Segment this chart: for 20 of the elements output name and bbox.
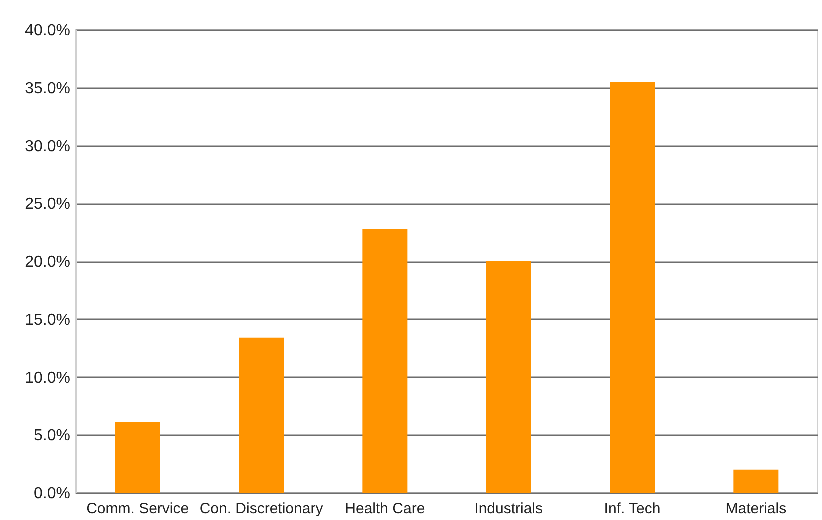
bar [486, 262, 532, 493]
x-tick-label: Materials [726, 500, 787, 518]
x-tick-label: Comm. Service [86, 500, 190, 518]
bar [115, 422, 160, 493]
y-tick-label: 40.0% [25, 22, 70, 40]
x-tick-label: Industrials [474, 500, 544, 518]
bar [239, 338, 284, 493]
y-tick-label: 0.0% [34, 486, 70, 502]
y-tick-label: 5.0% [34, 428, 70, 445]
x-tick-label: Health Care [345, 500, 426, 518]
y-tick-label: 30.0% [25, 138, 70, 156]
y-tick-label: 35.0% [25, 80, 70, 98]
x-tick-label: Inf. Tech [604, 500, 661, 518]
bar [734, 470, 779, 493]
bar [610, 82, 655, 493]
y-tick-label: 15.0% [25, 312, 70, 329]
y-tick-label: 20.0% [25, 254, 70, 271]
y-tick-label: 10.0% [25, 370, 70, 387]
bar [362, 229, 408, 493]
y-tick-label: 25.0% [25, 196, 70, 214]
